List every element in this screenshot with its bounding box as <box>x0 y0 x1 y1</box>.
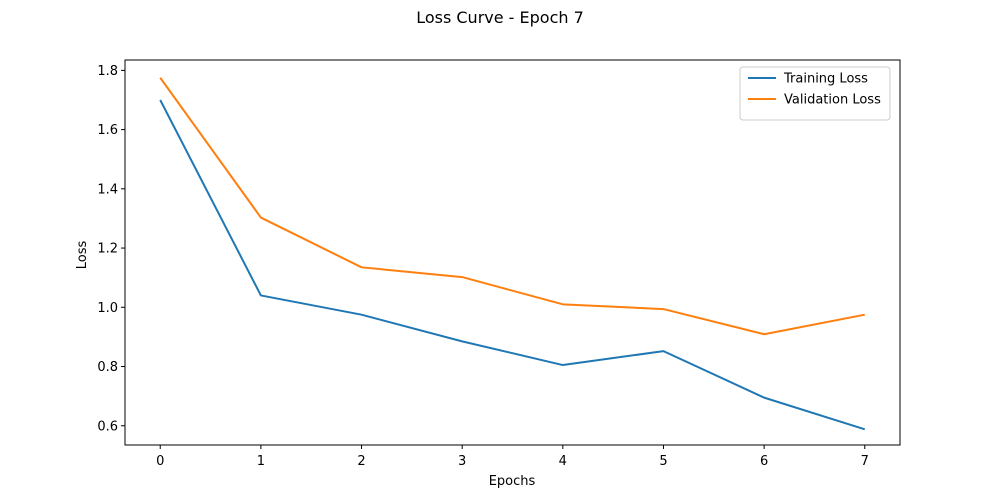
x-axis: 0 1 2 3 4 5 6 7 <box>156 445 869 469</box>
y-tick-label: 1.0 <box>97 301 118 316</box>
legend-label: Training Loss <box>783 72 868 87</box>
series-line-validation-loss <box>159 77 865 336</box>
x-tick-label: 2 <box>357 454 365 469</box>
plot-area <box>124 59 901 446</box>
x-tick-label: 6 <box>760 454 768 469</box>
legend-box <box>739 66 891 121</box>
y-tick-label: 1.8 <box>97 64 118 79</box>
legend-label: Validation Loss <box>784 93 881 108</box>
x-tick-label: 3 <box>458 454 466 469</box>
series-layer <box>159 77 866 431</box>
y-tick-label: 0.6 <box>97 419 118 434</box>
chart-title: Loss Curve - Epoch 7 <box>416 8 584 27</box>
y-tick-label: 1.2 <box>97 242 118 257</box>
y-axis-label: Loss <box>75 241 90 270</box>
legend: Training Loss Validation Loss <box>739 66 891 121</box>
x-tick-label: 1 <box>257 454 265 469</box>
x-tick-label: 5 <box>659 454 667 469</box>
y-tick-label: 0.8 <box>97 360 118 375</box>
axes-frame <box>124 59 901 446</box>
series-line-training-loss <box>159 99 866 431</box>
y-tick-label: 1.4 <box>97 182 118 197</box>
y-axis: 0.6 0.8 1.0 1.2 1.4 1.6 1.8 <box>97 64 125 434</box>
x-axis-label: Epochs <box>489 474 536 489</box>
y-tick-label: 1.6 <box>97 123 118 138</box>
x-tick-label: 0 <box>156 454 164 469</box>
x-tick-label: 4 <box>559 454 567 469</box>
x-tick-label: 7 <box>861 454 869 469</box>
